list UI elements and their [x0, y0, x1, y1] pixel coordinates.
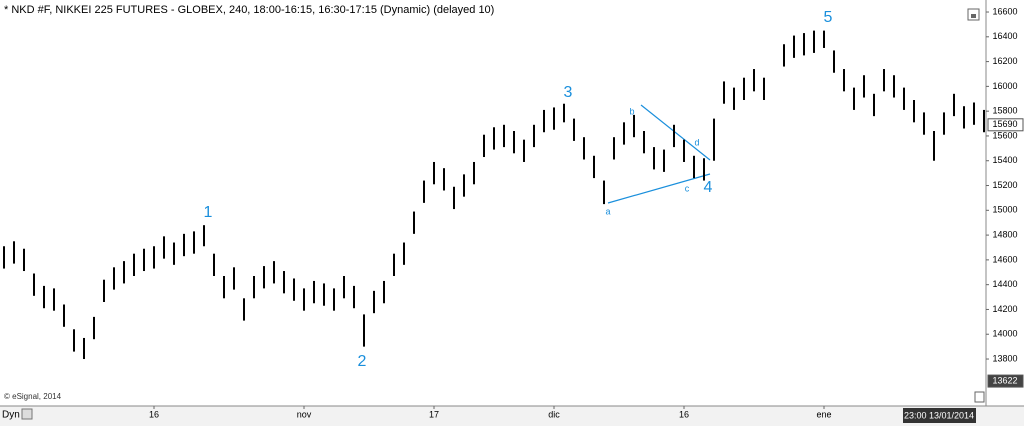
y-tick-label: 15000: [992, 205, 1017, 215]
price-label-box: [987, 118, 1024, 132]
price-label: 13622: [992, 375, 1017, 385]
y-tick-label: 13800: [992, 353, 1017, 363]
price-label-box: [987, 374, 1024, 388]
wave-label: 2: [358, 353, 367, 370]
y-tick-label: 14800: [992, 229, 1017, 239]
x-tick-label: ene: [816, 409, 831, 419]
x-tick-label: 16: [149, 409, 159, 419]
cursor-time-box: [903, 408, 976, 423]
scroll-icon[interactable]: [974, 391, 985, 403]
y-tick-label: 16600: [992, 6, 1017, 16]
wave-label: 3: [564, 84, 573, 101]
y-tick-label: 14600: [992, 254, 1017, 264]
y-tick-label: 16400: [992, 31, 1017, 41]
sub-wave-label: a: [605, 206, 610, 216]
y-tick-label: 15400: [992, 155, 1017, 165]
wave-labels: 1 2 3 4 5 a b c d: [204, 9, 833, 370]
trend-line: [607, 173, 711, 204]
price-label: 15690: [992, 119, 1017, 129]
mode-button[interactable]: [21, 408, 33, 420]
credit: © eSignal, 2014: [4, 392, 62, 401]
y-tick-label: 15800: [992, 106, 1017, 116]
window-icon-inner: [971, 14, 976, 18]
y-tick-label: 15600: [992, 130, 1017, 140]
wave-label: 1: [204, 204, 213, 221]
y-tick-label: 14400: [992, 279, 1017, 289]
x-tick-label: 16: [679, 409, 689, 419]
trend-line: [640, 104, 711, 161]
x-tick-label: nov: [297, 409, 312, 419]
x-tick-label: 17: [429, 409, 439, 419]
sub-wave-label: c: [685, 183, 690, 193]
cursor-time: 23:00 13/01/2014: [904, 410, 974, 420]
sub-wave-label: b: [629, 106, 634, 116]
chart-title: * NKD #F, NIKKEI 225 FUTURES - GLOBEX, 2…: [4, 4, 494, 16]
wave-label: 5: [824, 9, 833, 26]
sub-wave-label: d: [694, 137, 699, 147]
mode-label[interactable]: Dyn: [2, 410, 20, 421]
y-tick-label: 15200: [992, 180, 1017, 190]
y-tick-label: 14200: [992, 304, 1017, 314]
wave-label: 4: [704, 179, 713, 196]
y-tick-label: 16200: [992, 56, 1017, 66]
y-tick-label: 16000: [992, 81, 1017, 91]
x-tick-label: dic: [548, 409, 560, 419]
y-tick-label: 14000: [992, 329, 1017, 339]
time-axis-bg: [0, 406, 1024, 426]
